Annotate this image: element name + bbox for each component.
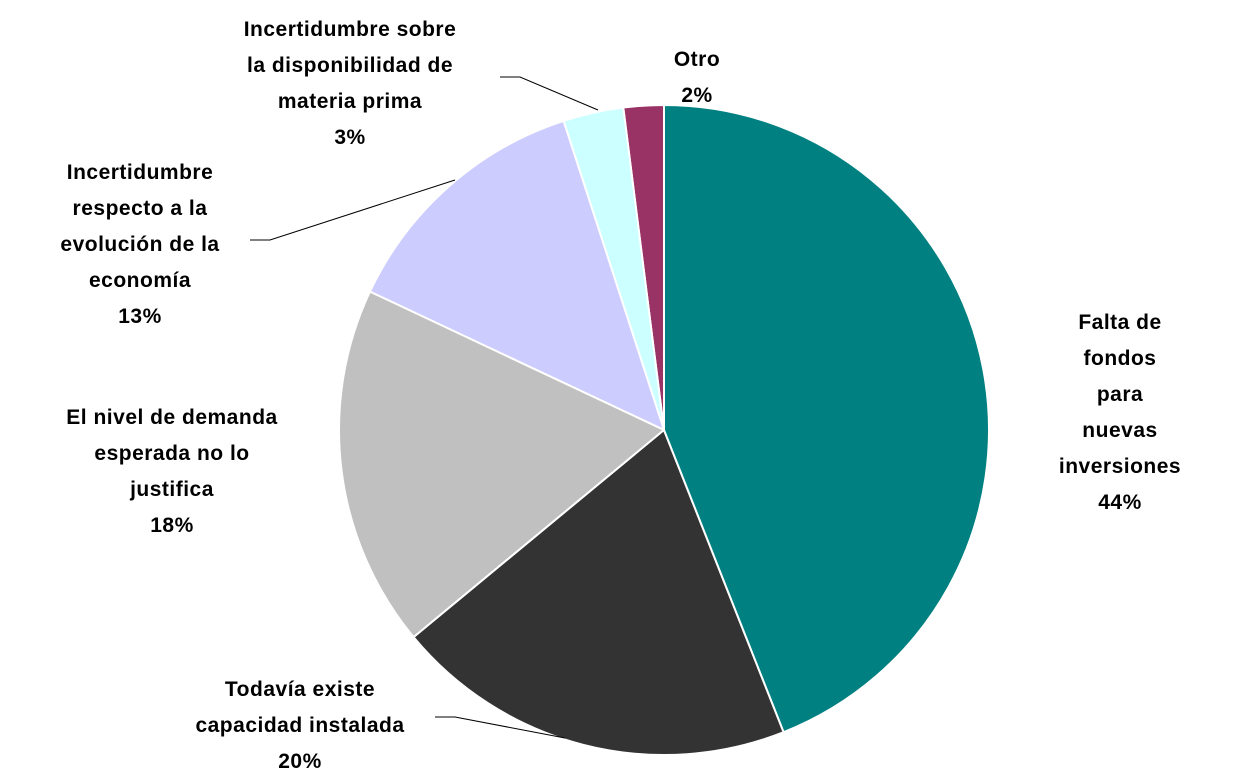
category-label: Otro <box>673 48 721 71</box>
pie-slice <box>368 119 666 432</box>
leader-line <box>435 716 566 739</box>
leader-line <box>250 179 456 241</box>
category-label: Incertidumbre respecto a la evolución de… <box>60 161 220 292</box>
percent-label: 3% <box>334 126 366 149</box>
slice-label: Otro 2% <box>674 42 720 114</box>
percent-label: 13% <box>118 305 162 328</box>
slice-label: Incertidumbre respecto a la evolución de… <box>60 155 219 335</box>
slice-label: Falta de fondos para nuevas inversiones 4… <box>1059 305 1181 521</box>
slice-label: El nivel de demanda esperada no lo justi… <box>66 400 277 544</box>
slice-label: Todavía existe capacidad instalada 20% <box>195 672 404 780</box>
category-label: Todavía existe capacidad instalada <box>195 678 405 737</box>
pie-slice <box>338 290 666 639</box>
chart: Falta de fondos para nuevas inversiones 4… <box>60 12 1181 773</box>
percent-label: 2% <box>681 84 713 107</box>
percent-label: 18% <box>150 514 194 537</box>
category-label: El nivel de demanda esperada no lo justi… <box>66 406 278 501</box>
pie-canvas <box>250 76 990 756</box>
slice-label: Incertidumbre sobre la disponibilidad de… <box>244 12 457 156</box>
pie-slice <box>412 428 785 756</box>
category-label: Incertidumbre sobre la disponibilidad de… <box>243 18 457 113</box>
percent-label: 44% <box>1098 491 1142 514</box>
category-label: Falta de fondos para nuevas inversiones <box>1058 311 1182 478</box>
pie-slice <box>663 103 990 734</box>
percent-label: 20% <box>278 750 322 773</box>
leader-line <box>500 76 599 111</box>
